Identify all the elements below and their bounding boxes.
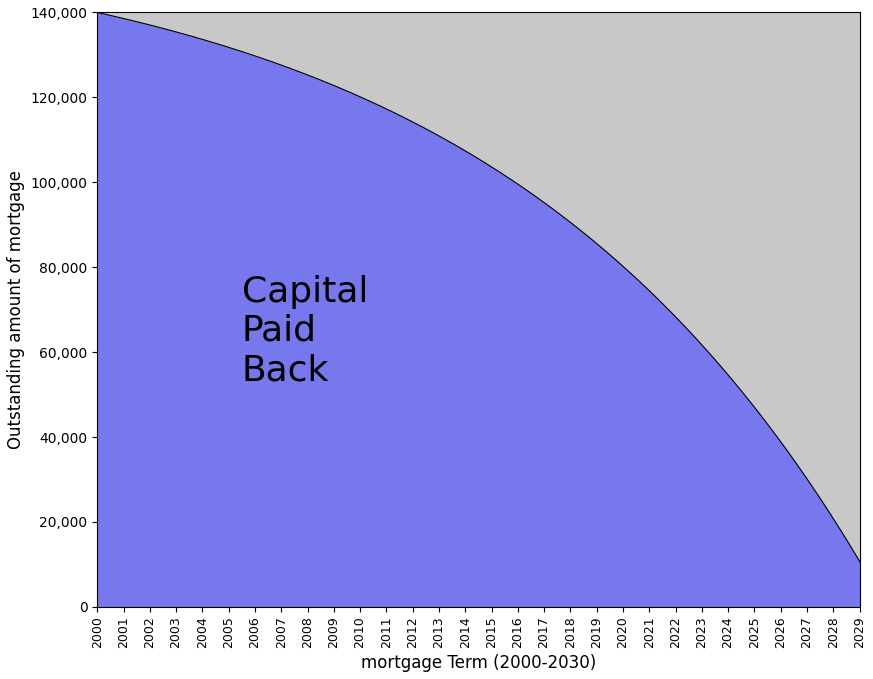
Text: Capital
Paid
Back: Capital Paid Back — [242, 274, 368, 387]
X-axis label: mortgage Term (2000-2030): mortgage Term (2000-2030) — [361, 654, 596, 672]
Y-axis label: Outstanding amount of mortgage: Outstanding amount of mortgage — [7, 170, 25, 449]
